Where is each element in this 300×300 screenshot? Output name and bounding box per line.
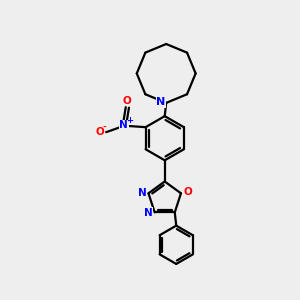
Text: N: N	[156, 97, 166, 107]
Text: N: N	[144, 208, 153, 218]
Text: N: N	[119, 120, 128, 130]
Text: O: O	[95, 127, 104, 137]
Text: +: +	[126, 116, 133, 125]
Text: N: N	[138, 188, 146, 198]
Text: O: O	[123, 96, 132, 106]
Text: O: O	[183, 188, 192, 197]
Text: -: -	[103, 123, 106, 132]
